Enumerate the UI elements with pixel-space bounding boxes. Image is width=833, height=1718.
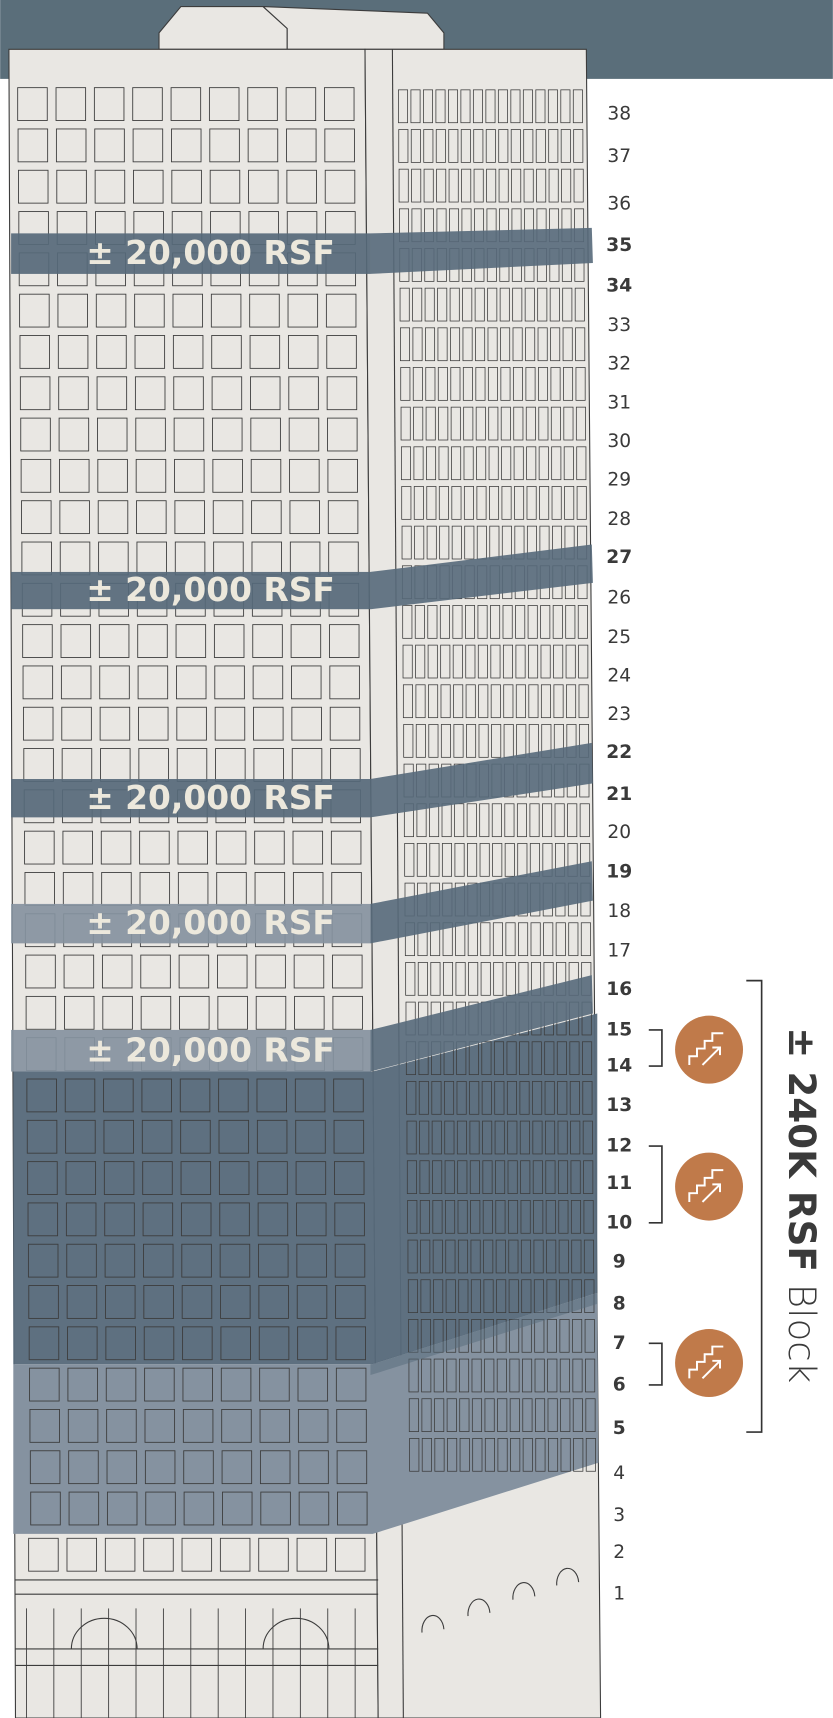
floor-label: 24 — [607, 666, 631, 687]
band-label: ± 20,000 RSF — [86, 1030, 335, 1069]
block-amount: ± 240K RSF — [780, 1027, 824, 1272]
floor-label: 29 — [607, 469, 631, 490]
floor-label: 16 — [606, 979, 632, 1000]
floor-label: 15 — [606, 1019, 632, 1040]
floor-label: 18 — [607, 901, 631, 922]
stair-icon — [675, 1153, 743, 1221]
floor-label: 7 — [613, 1333, 626, 1354]
floor-label: 5 — [613, 1418, 626, 1439]
floor-label: 14 — [606, 1056, 632, 1077]
floor-label: 38 — [607, 103, 631, 124]
stair-icon — [675, 1329, 743, 1397]
floor-label: 36 — [607, 193, 631, 214]
floor-label: 32 — [607, 353, 631, 374]
building: ± 20,000 RSF ± 20,000 RSF ± 20,000 RSF ± 20… — [9, 7, 601, 1718]
floor-label: 35 — [606, 235, 632, 256]
floor-label: 12 — [606, 1136, 632, 1157]
floor-label: 20 — [607, 822, 631, 843]
band-label: ± 20,000 RSF — [86, 903, 335, 942]
floor-label: 25 — [607, 627, 631, 648]
floor-labels: 3837363534333231302928272625242322212019… — [606, 103, 632, 1604]
stair-icon — [675, 1016, 743, 1084]
bracket — [649, 1343, 662, 1385]
floor-label: 26 — [607, 588, 631, 609]
floor-label: 22 — [606, 742, 632, 763]
floor-label: 10 — [606, 1212, 632, 1233]
floor-label: 19 — [606, 862, 632, 883]
roof — [159, 7, 287, 50]
floor-label: 8 — [613, 1293, 626, 1314]
floor-label: 13 — [606, 1095, 632, 1116]
block-label: ± 240K RSF Block — [780, 1027, 824, 1383]
floor-label: 9 — [613, 1252, 626, 1273]
floor-label: 23 — [607, 704, 631, 725]
floor-label: 37 — [607, 146, 631, 167]
floor-label: 2 — [613, 1542, 625, 1563]
floor-label: 30 — [607, 431, 631, 452]
band-label: ± 20,000 RSF — [86, 778, 335, 817]
band-label: ± 20,000 RSF — [86, 570, 335, 609]
band-label: ± 20,000 RSF — [86, 233, 335, 272]
floor-label: 31 — [607, 393, 631, 414]
floor-label: 27 — [606, 547, 632, 568]
floor-label: 34 — [606, 275, 632, 296]
floor-label: 6 — [613, 1374, 626, 1395]
floor-label: 11 — [606, 1173, 632, 1194]
block-bracket — [746, 981, 761, 1432]
building-diagram: ± 20,000 RSF ± 20,000 RSF ± 20,000 RSF ± 20… — [0, 0, 833, 1718]
floor-label: 4 — [613, 1463, 625, 1484]
floor-label: 21 — [606, 784, 632, 805]
bracket — [649, 1146, 662, 1223]
floor-label: 3 — [613, 1505, 625, 1526]
floor-label: 33 — [607, 315, 631, 336]
roof — [263, 7, 444, 50]
block-word: Block — [780, 1284, 824, 1384]
floor-label: 1 — [613, 1584, 625, 1605]
floor-label: 28 — [607, 509, 631, 530]
bracket — [649, 1030, 662, 1066]
floor-label: 17 — [607, 941, 631, 962]
